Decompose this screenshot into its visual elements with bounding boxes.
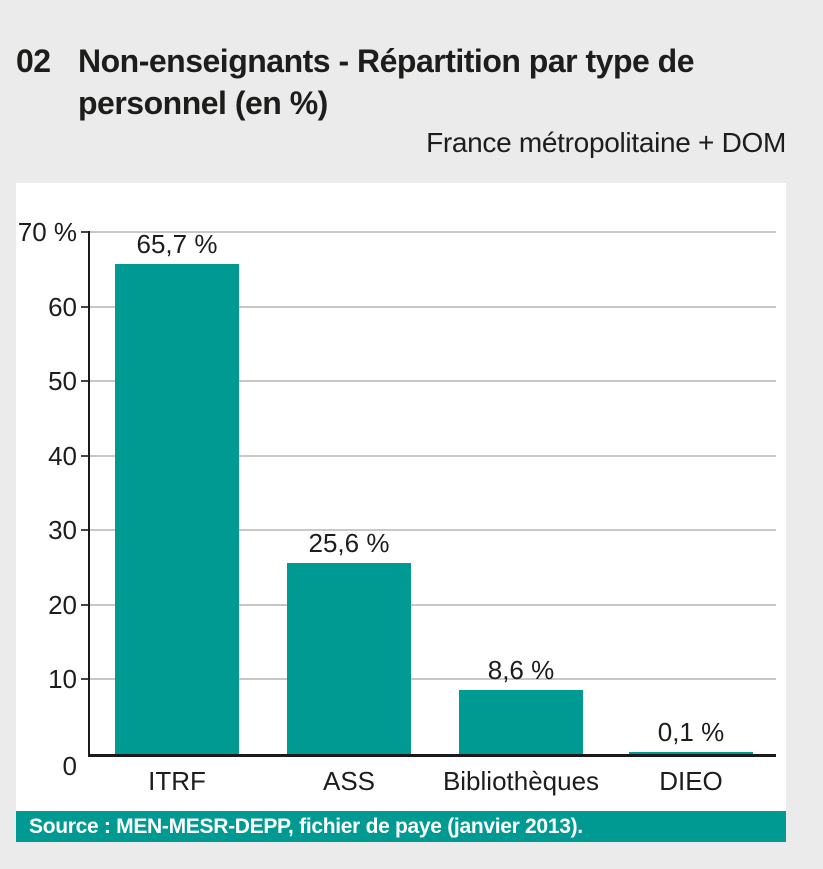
bar-value-label-itrf: 65,7 % <box>136 229 218 260</box>
y-tick-label-30: 30 <box>48 515 77 546</box>
bar-itrf <box>115 264 239 754</box>
y-axis-tick-70 <box>81 231 90 233</box>
y-axis-line <box>88 231 90 757</box>
y-gridline-50 <box>90 380 776 383</box>
y-tick-label-20: 20 <box>48 589 77 620</box>
y-axis-tick-60 <box>81 305 90 308</box>
y-tick-label-10: 10 <box>48 664 77 695</box>
y-axis-tick-50 <box>81 380 90 383</box>
x-category-label-ass: ASS <box>322 766 376 796</box>
bar-dieo <box>629 751 753 754</box>
source-text: Source : MEN-MESR-DEPP, fichier de paye … <box>29 815 583 838</box>
y-tick-label-0: 0 <box>62 751 77 781</box>
y-tick-label-60: 60 <box>48 291 77 322</box>
chart-panel: 0 10 20 30 40 50 60 70 % 65,7 % ITRF 25,6 % ASS 8,6 … <box>16 183 786 811</box>
y-axis-tick-10 <box>81 678 90 681</box>
y-gridline-10 <box>90 678 776 681</box>
figure-title-line-1: Non-enseignants - Répartition par type d… <box>78 43 695 79</box>
bar-bibliotheques <box>459 689 583 754</box>
source-banner: Source : MEN-MESR-DEPP, fichier de paye … <box>16 811 786 842</box>
y-tick-label-40: 40 <box>48 440 77 471</box>
x-category-label-itrf: ITRF <box>148 766 206 796</box>
y-tick-label-50: 50 <box>48 366 77 397</box>
bar-ass <box>287 563 411 754</box>
y-gridline-70 <box>90 231 776 233</box>
figure-number: 02 <box>16 43 51 79</box>
y-gridline-30 <box>90 529 776 532</box>
y-axis-tick-20 <box>81 603 90 606</box>
x-category-label-dieo: DIEO <box>659 766 723 796</box>
bar-chart-plot-area: 0 10 20 30 40 50 60 70 % 65,7 % ITRF 25,6 % ASS 8,6 … <box>16 183 786 811</box>
bar-value-label-ass: 25,6 % <box>308 528 390 559</box>
geographic-scope-label: France métropolitaine + DOM <box>426 127 786 158</box>
figure-title: Non-enseignants - Répartition par type d… <box>78 40 798 124</box>
y-axis-tick-40 <box>81 454 90 457</box>
y-gridline-40 <box>90 454 776 457</box>
figure-title-line-2: personnel (en %) <box>78 85 328 121</box>
bar-value-label-bibliotheques: 8,6 % <box>487 654 555 685</box>
y-tick-label-70: 70 % <box>17 217 77 247</box>
y-gridline-20 <box>90 603 776 606</box>
x-category-label-bibliotheques: Bibliothèques <box>442 766 600 796</box>
y-axis-tick-30 <box>81 529 90 532</box>
y-gridline-60 <box>90 305 776 308</box>
bar-value-label-dieo: 0,1 % <box>657 716 725 747</box>
x-axis-line <box>88 754 776 757</box>
